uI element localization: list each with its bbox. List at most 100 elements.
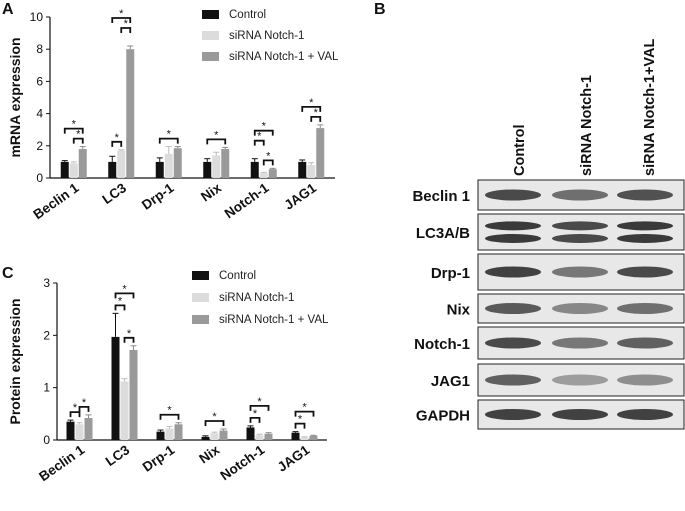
- significance-star: *: [314, 107, 319, 119]
- significance-star: *: [115, 132, 120, 144]
- blot-band: [552, 221, 608, 230]
- significance-star: *: [127, 328, 132, 340]
- significance-star: *: [266, 150, 271, 162]
- significance-star: *: [73, 402, 78, 414]
- bar: [166, 428, 174, 440]
- panel-letter-a: A: [2, 1, 14, 18]
- y-tick-label: 8: [36, 42, 43, 56]
- category-label: Beclin 1: [30, 180, 81, 222]
- y-tick-label: 0: [36, 171, 43, 185]
- bar: [76, 424, 84, 440]
- category-label: LC3: [99, 180, 129, 207]
- blot-band: [485, 338, 541, 349]
- legend-swatch: [192, 271, 209, 280]
- bar: [251, 162, 259, 178]
- panel-letter-c: C: [2, 265, 14, 282]
- blot-band: [552, 234, 608, 243]
- significance-star: *: [118, 295, 123, 307]
- category-label: LC3: [103, 442, 133, 469]
- y-tick-label: 6: [36, 74, 43, 88]
- significance-star: *: [298, 414, 303, 426]
- bar: [175, 424, 183, 440]
- bar: [126, 49, 134, 178]
- blot-row-label: Notch-1: [414, 336, 470, 353]
- bar: [292, 433, 300, 440]
- bar: [174, 148, 182, 178]
- y-axis-title: mRNA expression: [7, 37, 23, 157]
- legend-entry: siRNA Notch-1: [219, 292, 294, 304]
- legend-swatch: [202, 31, 219, 40]
- significance-star: *: [262, 121, 267, 133]
- bar: [316, 128, 324, 178]
- blot-band: [485, 409, 541, 420]
- bar: [202, 437, 210, 440]
- blot-band: [617, 267, 673, 278]
- significance-star: *: [302, 402, 307, 414]
- y-tick-label: 2: [36, 139, 43, 153]
- lane-label: siRNA Notch-1: [579, 75, 595, 176]
- bar: [269, 169, 277, 178]
- blot-row-label: LC3A/B: [416, 225, 470, 242]
- blot-band: [552, 190, 608, 201]
- bar: [61, 162, 69, 178]
- bar: [265, 434, 273, 440]
- legend-entry: siRNA Notch-1: [229, 30, 304, 42]
- significance-star: *: [212, 411, 217, 423]
- blot-row-label: Beclin 1: [412, 188, 470, 205]
- legend-entry: Control: [229, 9, 266, 21]
- blot-band: [617, 409, 673, 420]
- bar: [130, 350, 138, 440]
- category-label: JAG1: [281, 180, 319, 213]
- bar: [165, 154, 173, 178]
- blot-row-label: GAPDH: [416, 408, 470, 425]
- significance-star: *: [122, 283, 127, 295]
- bar: [220, 431, 228, 440]
- blot-band: [552, 375, 608, 386]
- blot-band: [617, 234, 673, 243]
- bar: [298, 162, 306, 178]
- category-label: Nix: [198, 180, 224, 205]
- legend-entry: siRNA Notch-1 + VAL: [219, 314, 329, 326]
- blot-band: [485, 267, 541, 278]
- significance-star: *: [124, 18, 129, 30]
- blot-band: [617, 338, 673, 349]
- blot-band: [552, 409, 608, 420]
- blot-band: [617, 303, 673, 314]
- y-tick-label: 4: [36, 107, 43, 121]
- bar: [156, 162, 164, 178]
- panel-letter-b: B: [374, 1, 386, 18]
- legend-entry: siRNA Notch-1 + VAL: [229, 51, 339, 63]
- bar: [211, 433, 219, 440]
- legend-swatch: [202, 10, 219, 19]
- significance-star: *: [257, 396, 262, 408]
- bar: [203, 162, 211, 178]
- bar: [260, 173, 268, 178]
- blot-band: [617, 221, 673, 230]
- category-label: Drp-1: [140, 442, 178, 475]
- blot-row-label: Nix: [447, 302, 471, 319]
- bar: [112, 337, 120, 440]
- significance-star: *: [167, 129, 172, 141]
- bar: [70, 164, 78, 178]
- bar: [157, 432, 165, 440]
- blot-band: [552, 303, 608, 314]
- y-tick-label: 2: [43, 328, 50, 342]
- blot-strip: [478, 214, 684, 250]
- significance-star: *: [167, 405, 172, 417]
- blot-band: [485, 303, 541, 314]
- blot-row-label: JAG1: [431, 373, 470, 390]
- western-blot: Control siRNA Notch-1 siRNA Notch-1+VALBec…: [412, 38, 684, 429]
- bar: [67, 422, 75, 440]
- blot-band: [552, 338, 608, 349]
- legend-swatch: [192, 293, 209, 302]
- significance-star: *: [214, 129, 219, 141]
- bar: [121, 381, 129, 440]
- protein-chart: 0 1 2 3 Protein expression Beclin 1 LC3 Drp-1 Ni…: [7, 270, 329, 484]
- significance-star: *: [76, 129, 81, 141]
- bar: [221, 149, 229, 178]
- y-axis-title: Protein expression: [7, 298, 23, 424]
- bar: [310, 436, 318, 440]
- category-label: Notch-1: [222, 180, 272, 221]
- bar: [117, 151, 125, 178]
- bar: [247, 427, 255, 440]
